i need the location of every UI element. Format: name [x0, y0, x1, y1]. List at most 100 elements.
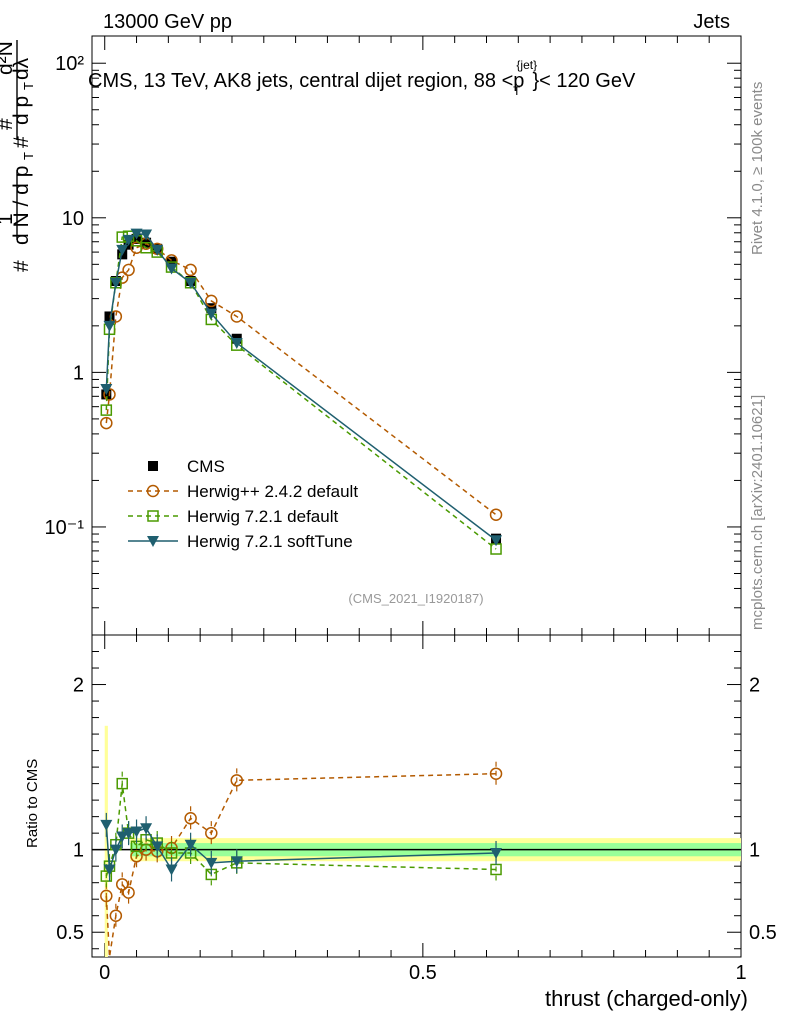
ratio-point — [116, 777, 128, 790]
series-line-herwig-2-4-2-default — [105, 242, 497, 516]
ratio-band-outer-low — [104, 725, 108, 957]
ratio-point — [109, 909, 123, 922]
svg-text:d N / d p: d N / d p — [10, 166, 33, 245]
y-tick-label: 10² — [55, 53, 84, 75]
ratio-point — [103, 864, 116, 876]
x-axis-label: thrust (charged-only) — [545, 986, 748, 1011]
x-tick-label: 0 — [99, 962, 110, 984]
y-tick-label: 1 — [73, 362, 84, 384]
ratio-point — [490, 847, 503, 859]
y-axis-label-main: # d N / d p T 1 # d p T dλ # d²N — [0, 40, 36, 272]
ratio-line-herwig-2-4-2-default — [105, 772, 497, 958]
ratio-point — [100, 889, 113, 903]
ratio-series-layer — [92, 725, 742, 958]
y-tick-label: 10 — [62, 208, 84, 230]
ratio-point — [230, 774, 244, 787]
legend: CMS Herwig++ 2.4.2 default Herwig 7.2.1 de… — [128, 457, 358, 551]
chart-title: CMS, 13 TeV, AK8 jets, central dijet reg… — [88, 58, 636, 98]
svg-text:#: # — [10, 136, 33, 148]
data-point — [205, 308, 218, 320]
chart-title-end: }< 120 GeV — [532, 70, 636, 92]
chart-title-sub: T — [513, 84, 521, 98]
data-point — [100, 416, 113, 430]
ratio-point — [122, 828, 135, 840]
legend-label: Herwig 7.2.1 default — [187, 507, 338, 526]
data-point — [184, 263, 197, 277]
legend-marker — [148, 461, 158, 471]
ratio-point — [116, 831, 129, 843]
ratio-point — [489, 767, 503, 780]
data-point — [205, 294, 218, 308]
ratio-point — [109, 844, 122, 856]
svg-text:d p: d p — [10, 96, 33, 125]
ratio-point — [184, 812, 197, 825]
data-point — [100, 404, 113, 416]
svg-text:#: # — [0, 118, 17, 130]
ratio-point — [184, 839, 197, 851]
ratio-tick-label-left: 0.5 — [56, 922, 84, 944]
data-point — [151, 244, 164, 256]
main-series-layer — [100, 228, 503, 555]
data-point — [184, 277, 197, 289]
ratio-axis-ticks: 0 0.5 10.5 0.51 12 2 — [56, 651, 777, 984]
rivet-label: Rivet 4.1.0, ≥ 100k events — [749, 82, 766, 255]
data-point — [103, 320, 116, 332]
legend-marker — [146, 484, 160, 498]
ratio-line-herwig-7-2-1-default — [105, 783, 497, 877]
ratio-point — [130, 826, 143, 838]
ratio-point — [205, 826, 218, 840]
ratio-tick-label-left: 1 — [73, 840, 84, 862]
ratio-point — [165, 864, 178, 876]
data-point — [165, 263, 178, 275]
y-axis-label-ratio: Ratio to CMS — [24, 759, 41, 848]
ratio-point — [140, 823, 153, 835]
svg-text:T: T — [21, 152, 36, 160]
legend-label: CMS — [187, 457, 225, 476]
ratio-tick-label-right: 0.5 — [749, 922, 777, 944]
ratio-point — [151, 841, 164, 853]
data-point — [100, 384, 113, 396]
main-axis-ticks: 10⁻¹ 1 10 10² — [45, 36, 742, 957]
legend-marker — [147, 536, 159, 547]
svg-text:1: 1 — [0, 213, 17, 225]
chart-title-main: CMS, 13 TeV, AK8 jets, central dijet reg… — [88, 70, 524, 92]
data-point — [109, 277, 122, 289]
data-point — [140, 229, 153, 241]
data-point — [230, 337, 243, 349]
x-tick-label: 1 — [735, 962, 746, 984]
data-point — [116, 244, 129, 256]
ratio-point — [230, 856, 243, 868]
data-point — [122, 263, 135, 277]
y-tick-label: 10⁻¹ — [45, 517, 85, 539]
ratio-tick-label-right: 2 — [749, 675, 760, 697]
data-point — [104, 311, 115, 322]
ratio-panel-frame — [91, 634, 742, 958]
process-label: Jets — [693, 11, 730, 33]
data-point — [230, 310, 244, 323]
x-tick-label: 0.5 — [409, 962, 437, 984]
data-point — [140, 242, 152, 254]
data-point — [490, 535, 503, 547]
svg-text:dλ: dλ — [10, 57, 33, 80]
data-point — [206, 303, 217, 314]
analysis-id: (CMS_2021_I1920187) — [348, 591, 483, 606]
data-point — [489, 508, 503, 521]
ratio-tick-label-right: 1 — [749, 840, 760, 862]
legend-label: Herwig 7.2.1 softTune — [187, 532, 353, 551]
ratio-tick-label-left: 2 — [73, 675, 84, 697]
data-point — [122, 234, 135, 246]
svg-text:#: # — [10, 260, 33, 272]
chart-title-sup: {jet} — [516, 58, 537, 72]
source-label: mcplots.cern.ch [arXiv:2401.10621] — [749, 395, 766, 630]
svg-text:T: T — [21, 82, 36, 90]
energy-label: 13000 GeV pp — [103, 11, 232, 33]
ratio-point — [205, 857, 218, 869]
ratio-point — [100, 819, 113, 831]
svg-text:d²N: d²N — [0, 41, 17, 75]
ratio-point — [122, 886, 135, 899]
legend-marker — [147, 510, 159, 522]
ratio-point — [115, 878, 129, 891]
legend-label: Herwig++ 2.4.2 default — [187, 482, 358, 501]
data-point — [130, 228, 143, 240]
